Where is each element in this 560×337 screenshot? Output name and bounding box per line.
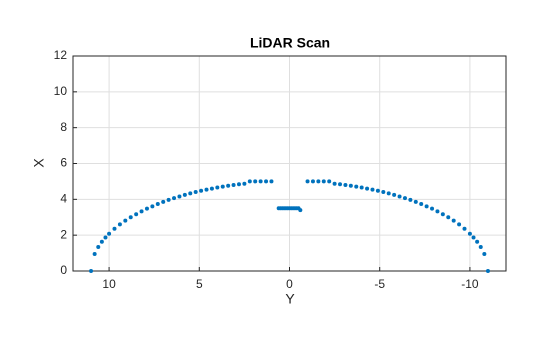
- point: [386, 191, 391, 196]
- point: [107, 231, 112, 236]
- point: [236, 182, 241, 187]
- y-axis-label: X: [31, 158, 47, 168]
- axes-box: [72, 55, 507, 272]
- point: [370, 187, 375, 192]
- point: [188, 191, 193, 196]
- point: [264, 179, 269, 184]
- x-axis-label: Y: [285, 291, 295, 307]
- point: [144, 206, 149, 211]
- x-tick-label: -5: [374, 277, 385, 291]
- point: [408, 197, 413, 202]
- point: [348, 183, 353, 188]
- point: [177, 194, 182, 199]
- point: [99, 239, 104, 244]
- point: [123, 218, 128, 223]
- point: [96, 244, 101, 249]
- point: [226, 183, 231, 188]
- point: [485, 269, 490, 273]
- y-tick-label: 8: [60, 120, 67, 134]
- point: [338, 182, 343, 187]
- point: [446, 215, 451, 220]
- y-tick-label: 0: [60, 263, 67, 277]
- point: [204, 187, 209, 192]
- y-tick-label: 2: [60, 227, 67, 241]
- point: [298, 208, 303, 213]
- point: [310, 179, 315, 184]
- point: [231, 183, 236, 187]
- point: [475, 239, 480, 244]
- point: [354, 184, 359, 189]
- point: [112, 226, 117, 231]
- point: [392, 192, 397, 197]
- point: [471, 235, 476, 240]
- point: [209, 186, 214, 191]
- point: [451, 218, 456, 223]
- point: [316, 179, 321, 184]
- y-tick-label: 4: [60, 192, 67, 206]
- point: [381, 189, 386, 194]
- point: [435, 209, 440, 214]
- point: [89, 269, 94, 273]
- point: [117, 222, 122, 227]
- point: [134, 212, 139, 217]
- point: [478, 244, 483, 249]
- point: [242, 181, 247, 186]
- point: [92, 251, 97, 256]
- point: [193, 189, 198, 194]
- point: [103, 235, 108, 240]
- point: [215, 185, 220, 190]
- point: [172, 196, 177, 201]
- point: [397, 194, 402, 199]
- point: [462, 226, 467, 231]
- point: [413, 199, 418, 204]
- point: [166, 197, 171, 202]
- point: [269, 179, 274, 184]
- point: [327, 179, 332, 184]
- point: [258, 179, 263, 184]
- point: [150, 204, 155, 209]
- point: [424, 204, 429, 209]
- point: [359, 185, 364, 190]
- point: [161, 199, 166, 204]
- point: [343, 183, 348, 187]
- point: [402, 196, 407, 201]
- point: [375, 188, 380, 193]
- point: [182, 192, 187, 197]
- x-tick-label: -10: [461, 277, 479, 291]
- point: [321, 179, 326, 184]
- point: [457, 222, 462, 227]
- x-tick-label: 5: [196, 277, 203, 291]
- point: [199, 188, 204, 193]
- point: [128, 215, 133, 220]
- y-tick-label: 10: [54, 84, 68, 98]
- point: [430, 206, 435, 211]
- point: [139, 209, 144, 214]
- point: [467, 231, 472, 236]
- point: [365, 186, 370, 191]
- point: [155, 201, 160, 206]
- point: [440, 212, 445, 217]
- x-tick-label: 10: [102, 277, 116, 291]
- point: [482, 251, 487, 256]
- point: [253, 179, 258, 184]
- x-tick-label: 0: [286, 277, 293, 291]
- point: [332, 181, 337, 186]
- y-tick-label: 6: [60, 156, 67, 170]
- point: [247, 179, 252, 184]
- point: [419, 201, 424, 206]
- y-tick-label: 12: [54, 48, 68, 62]
- point: [305, 179, 310, 184]
- chart-title: LiDAR Scan: [250, 35, 330, 51]
- point: [220, 184, 225, 189]
